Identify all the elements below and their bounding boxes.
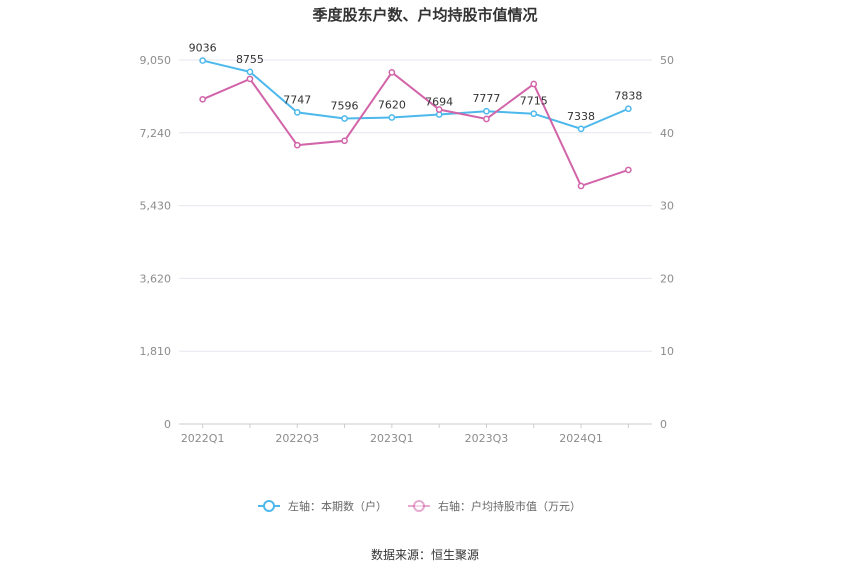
series-line-2 [202,70,629,188]
data-source: 数据来源：恒生聚源 [371,547,479,562]
series-2-point [625,166,632,174]
left-axis-tick-label: 0 [164,418,171,431]
right-axis-tick-label: 10 [660,345,674,358]
data-label: 7777 [472,92,500,105]
data-label: 7338 [567,110,595,123]
legend[interactable]: 左轴：本期数（户） 右轴：户均持股市值（万元） [258,499,581,513]
series-1-point [625,105,632,113]
x-axis-tick-label: 2023Q1 [370,432,414,445]
series-1-point [388,114,396,121]
series-1-point [577,125,585,133]
x-axis-tick-label: 2024Q1 [559,432,603,445]
data-label: 7838 [614,90,642,103]
series-2-point [435,106,443,113]
series-2-point [293,141,301,149]
grid-lines [179,59,652,425]
data-label: 9036 [189,42,217,55]
series-layer [199,57,632,190]
left-axis-tick-label: 5,430 [140,200,172,213]
legend-swatch-marker [413,500,425,512]
series-2-point [341,137,348,145]
legend-label: 右轴：户均持股市值（万元） [438,499,581,513]
series-line-1 [202,59,629,130]
data-label: 7596 [331,99,359,112]
right-axis-tick-label: 30 [660,200,674,213]
series-2-point [577,182,585,190]
data-label: 7747 [283,93,311,106]
right-axis-tick-label: 20 [660,272,674,285]
data-label: 8755 [236,53,264,66]
series-2-point [483,115,490,123]
data-label: 7694 [425,96,453,109]
left-axis-tick-label: 7,240 [140,127,172,140]
series-1-point [483,107,490,115]
series-2-point [388,69,396,76]
right-axis-tick-label: 0 [660,418,667,431]
legend-label: 左轴：本期数（户） [288,499,387,513]
data-label: 7620 [378,99,406,112]
data-label: 7715 [520,95,548,108]
x-axis-tick-label: 2022Q3 [275,432,319,445]
series-1-point [246,68,254,76]
left-axis-tick-label: 1,810 [140,345,172,358]
series-1-point [341,115,348,122]
series-1-point [199,57,206,64]
series-2-point [530,80,538,88]
x-axis-tick-label: 2022Q1 [181,432,225,445]
legend-swatch-marker [263,500,275,512]
right-axis-tick-label: 50 [660,54,674,67]
left-axis-tick-label: 3,620 [140,272,172,285]
chart-title: 季度股东户数、户均持股市值情况 [312,6,537,24]
axes: 0 1,810 3,620 5,430 7,240 9,050 0 10 20 30 40 50 202… [140,54,675,445]
series-1-point [530,110,538,118]
data-labels: 9036 8755 7747 7596 7620 7694 7777 7715 7338 7838 [189,42,643,123]
series-2-point [246,75,254,83]
series-1-point [293,109,301,116]
x-axis-tick-label: 2023Q3 [465,432,509,445]
series-2-point [199,95,206,103]
left-axis-tick-label: 9,050 [140,54,172,67]
right-axis-tick-label: 40 [660,127,674,140]
